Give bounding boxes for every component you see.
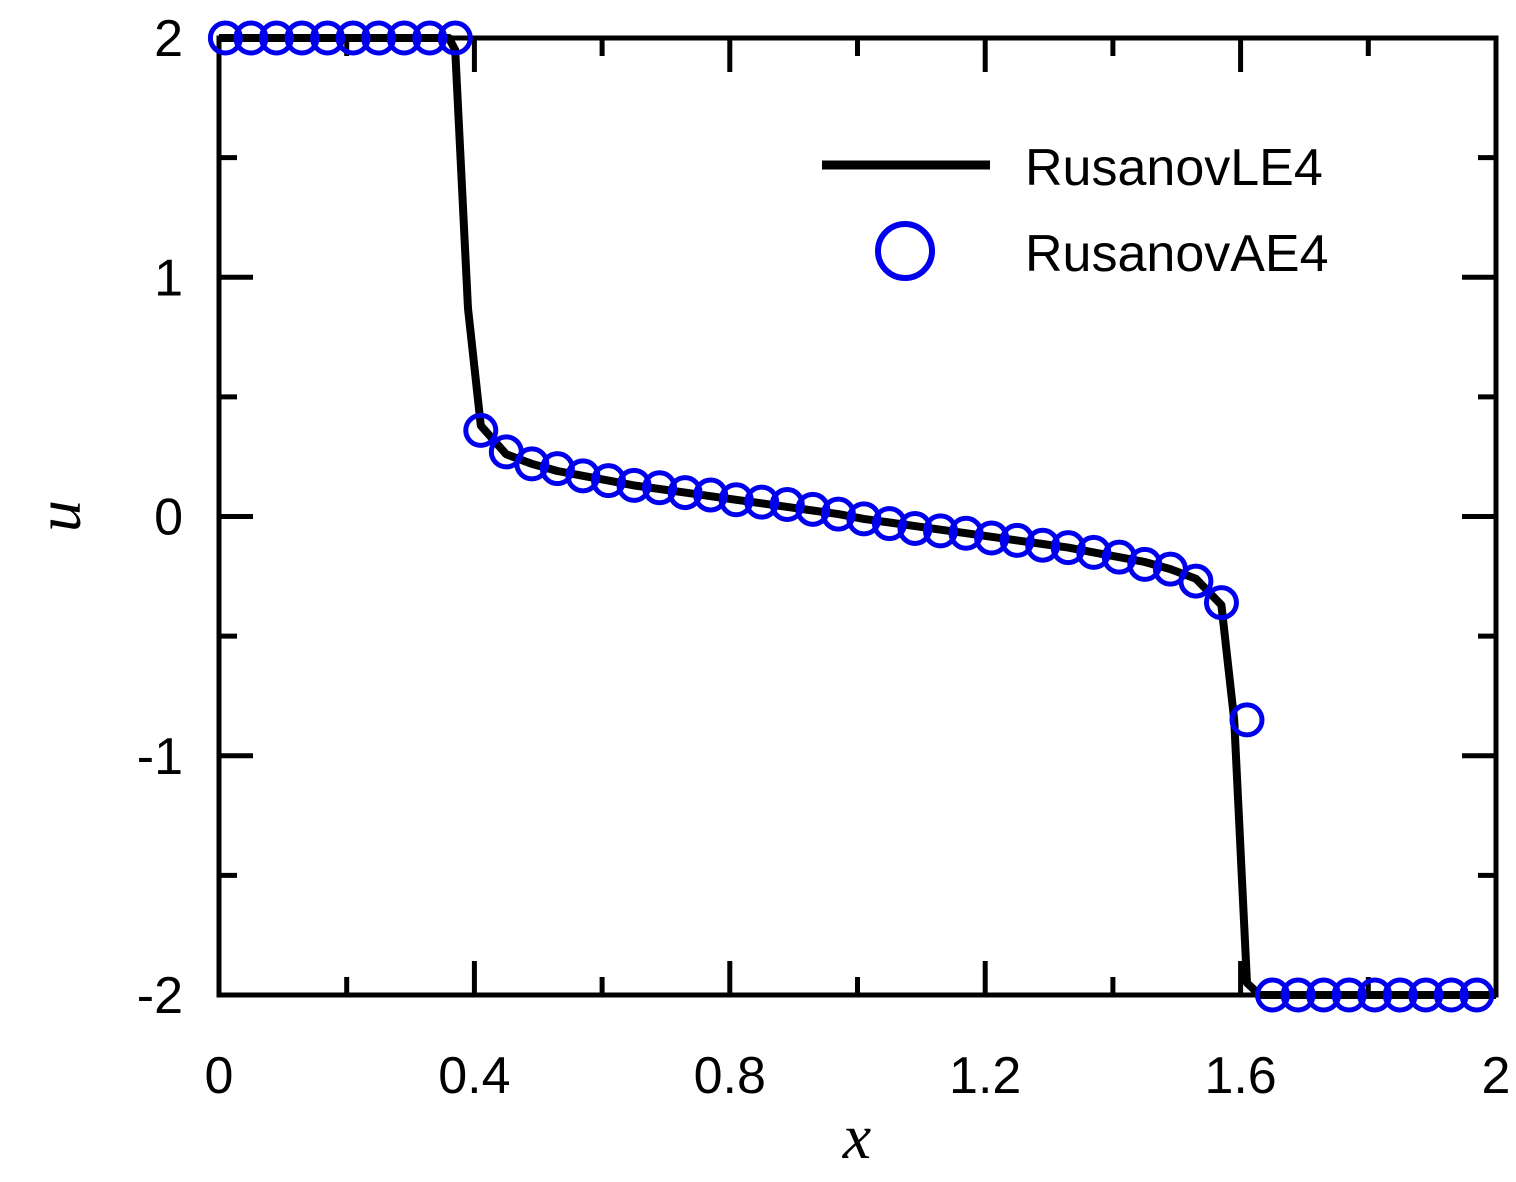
series-marker-point bbox=[1459, 977, 1495, 1013]
series-marker-point bbox=[1306, 977, 1342, 1013]
series-marker-point bbox=[1255, 977, 1291, 1013]
legend-marker-swatch bbox=[875, 221, 935, 281]
series-marker-point bbox=[693, 477, 729, 513]
series-marker-point bbox=[718, 482, 754, 518]
y-axis-title: u bbox=[23, 500, 94, 532]
series-marker-point bbox=[1433, 977, 1469, 1013]
series-marker-point bbox=[820, 496, 856, 532]
series-marker-point bbox=[386, 20, 422, 56]
series-marker-point bbox=[1382, 977, 1418, 1013]
series-marker-point bbox=[1076, 534, 1112, 570]
axis-tick-labels: 0 0.4 0.8 1.2 1.6 2 -2 -1 0 1 2 bbox=[137, 10, 1511, 1105]
series-marker-point bbox=[1408, 977, 1444, 1013]
y-tick-label: -1 bbox=[137, 728, 183, 786]
series-marker-point bbox=[207, 20, 243, 56]
series-marker-point bbox=[1331, 977, 1367, 1013]
legend-label-rusanovle4: RusanovLE4 bbox=[1025, 139, 1323, 197]
series-marker-point bbox=[616, 467, 652, 503]
series-marker-point bbox=[1127, 546, 1163, 582]
series-marker-point bbox=[514, 446, 550, 482]
series-marker-point bbox=[310, 20, 346, 56]
series-marker-point bbox=[463, 412, 499, 448]
series-marker-point bbox=[412, 20, 448, 56]
series-marker-point bbox=[1280, 977, 1316, 1013]
x-axis-title: x bbox=[842, 1101, 871, 1172]
y-tick-label: -2 bbox=[137, 967, 183, 1025]
series-marker-point bbox=[284, 20, 320, 56]
series-rusanovae4 bbox=[207, 20, 1495, 1013]
series-marker-point bbox=[437, 20, 473, 56]
series-marker-point bbox=[1178, 563, 1214, 599]
series-marker-point bbox=[974, 520, 1010, 556]
series-marker-point bbox=[846, 501, 882, 537]
x-tick-label: 0.8 bbox=[694, 1047, 766, 1105]
series-marker-point bbox=[667, 475, 703, 511]
series-marker-point bbox=[258, 20, 294, 56]
series-marker-point bbox=[1203, 585, 1239, 621]
series-marker-point bbox=[1025, 527, 1061, 563]
series-marker-point bbox=[565, 458, 601, 494]
series-marker-point bbox=[871, 506, 907, 542]
series-marker-point bbox=[1229, 702, 1265, 738]
x-tick-label: 1.2 bbox=[949, 1047, 1021, 1105]
series-marker-point bbox=[795, 491, 831, 527]
series-marker-point bbox=[923, 513, 959, 549]
series-marker-point bbox=[948, 515, 984, 551]
legend-label-rusanovae4: RusanovAE4 bbox=[1025, 225, 1329, 283]
series-marker-point bbox=[361, 20, 397, 56]
series-marker-point bbox=[1050, 530, 1086, 566]
series-marker-point bbox=[335, 20, 371, 56]
x-tick-label: 1.6 bbox=[1204, 1047, 1276, 1105]
series-marker-point bbox=[769, 487, 805, 523]
y-tick-label: 1 bbox=[154, 249, 183, 307]
series-marker-point bbox=[590, 463, 626, 499]
x-tick-label: 0 bbox=[205, 1047, 234, 1105]
series-marker-point bbox=[744, 484, 780, 520]
y-tick-label: 2 bbox=[154, 10, 183, 68]
series-marker-point bbox=[897, 510, 933, 546]
x-tick-label: 0.4 bbox=[438, 1047, 510, 1105]
series-marker-point bbox=[999, 522, 1035, 558]
series-marker-point bbox=[233, 20, 269, 56]
legend: RusanovLE4 RusanovAE4 bbox=[822, 139, 1329, 283]
x-tick-label: 2 bbox=[1482, 1047, 1511, 1105]
series-marker-point bbox=[1357, 977, 1393, 1013]
series-marker-point bbox=[642, 470, 678, 506]
y-tick-label: 0 bbox=[154, 489, 183, 547]
